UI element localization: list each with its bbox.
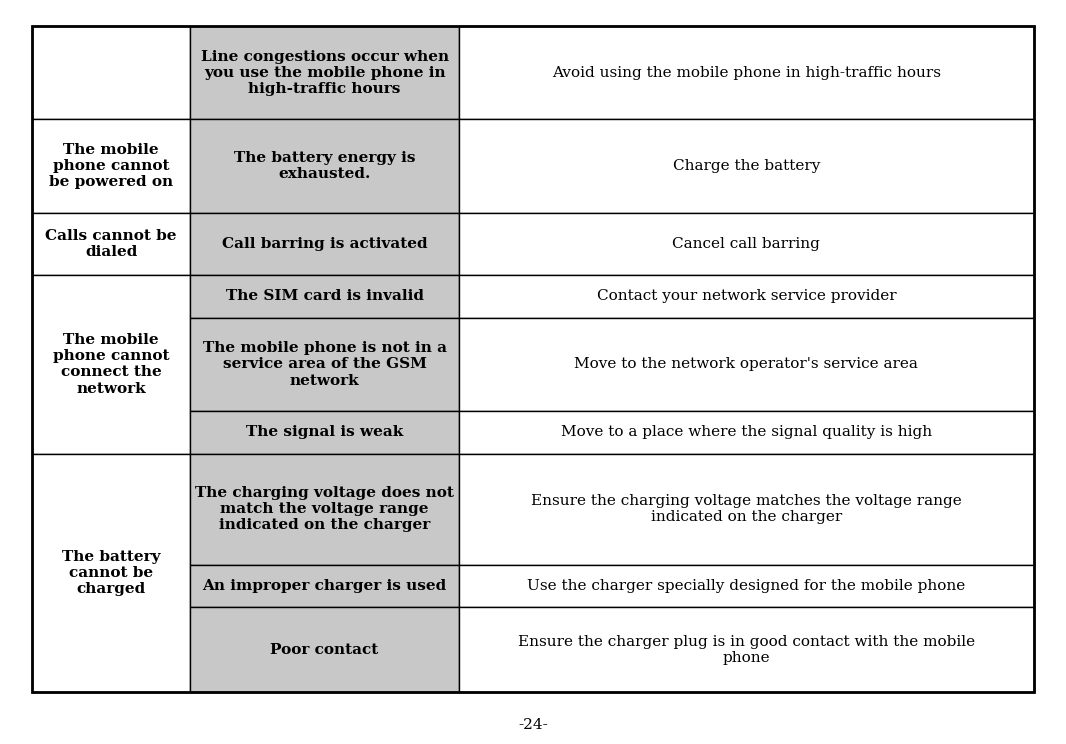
Bar [458, 318, 1034, 411]
Text: Use the charger specially designed for the mobile phone: Use the charger specially designed for t… [528, 579, 966, 593]
Text: Poor contact: Poor contact [271, 643, 378, 657]
Bar [458, 213, 1034, 275]
Bar [32, 26, 191, 119]
Bar [32, 213, 191, 275]
Bar [458, 565, 1034, 607]
Bar [191, 318, 458, 411]
Text: The SIM card is invalid: The SIM card is invalid [226, 289, 423, 304]
Bar [191, 119, 458, 213]
Text: The signal is weak: The signal is weak [246, 426, 403, 439]
Text: The charging voltage does not
match the voltage range
indicated on the charger: The charging voltage does not match the … [195, 486, 454, 533]
Bar [32, 275, 191, 454]
Text: Ensure the charger plug is in good contact with the mobile
phone: Ensure the charger plug is in good conta… [518, 635, 975, 665]
Text: The battery
cannot be
charged: The battery cannot be charged [62, 550, 160, 596]
Bar [191, 275, 458, 318]
Bar [32, 454, 191, 692]
Text: The mobile
phone cannot
be powered on: The mobile phone cannot be powered on [49, 143, 173, 189]
Text: The mobile phone is not in a
service area of the GSM
network: The mobile phone is not in a service are… [203, 341, 447, 388]
Bar [191, 454, 458, 565]
Text: Cancel call barring: Cancel call barring [673, 237, 821, 251]
Text: -24-: -24- [518, 719, 548, 732]
Bar [458, 607, 1034, 692]
Bar [458, 275, 1034, 318]
Text: Ensure the charging voltage matches the voltage range
indicated on the charger: Ensure the charging voltage matches the … [531, 494, 962, 525]
Text: Move to the network operator's service area: Move to the network operator's service a… [575, 357, 919, 371]
Bar [191, 26, 458, 119]
Text: The mobile
phone cannot
connect the
network: The mobile phone cannot connect the netw… [53, 333, 169, 396]
Text: Line congestions occur when
you use the mobile phone in
high-traffic hours: Line congestions occur when you use the … [200, 50, 449, 96]
Bar [191, 565, 458, 607]
Text: Avoid using the mobile phone in high-traffic hours: Avoid using the mobile phone in high-tra… [552, 65, 941, 80]
Text: Contact your network service provider: Contact your network service provider [597, 289, 897, 304]
Bar [191, 411, 458, 454]
Text: Charge the battery: Charge the battery [673, 159, 820, 173]
Bar [458, 119, 1034, 213]
Bar [458, 411, 1034, 454]
Bar [458, 26, 1034, 119]
Bar [32, 119, 191, 213]
Text: Move to a place where the signal quality is high: Move to a place where the signal quality… [561, 426, 932, 439]
Text: An improper charger is used: An improper charger is used [203, 579, 447, 593]
Text: The battery energy is
exhausted.: The battery energy is exhausted. [233, 151, 416, 181]
Bar [32, 26, 1034, 692]
Bar [191, 213, 458, 275]
Bar [191, 607, 458, 692]
Text: Calls cannot be
dialed: Calls cannot be dialed [46, 228, 177, 259]
Text: Call barring is activated: Call barring is activated [222, 237, 427, 251]
Bar [458, 454, 1034, 565]
